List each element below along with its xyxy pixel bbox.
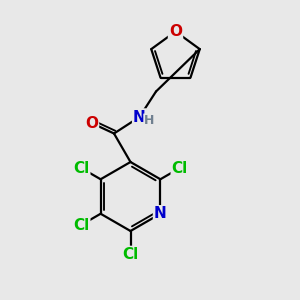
Text: Cl: Cl [73,218,89,232]
Text: H: H [144,114,154,127]
Text: N: N [133,110,146,124]
Text: Cl: Cl [73,160,89,175]
Text: N: N [154,206,167,221]
Text: Cl: Cl [122,247,139,262]
Text: O: O [85,116,98,130]
Text: Cl: Cl [172,160,188,175]
Text: O: O [169,24,182,39]
